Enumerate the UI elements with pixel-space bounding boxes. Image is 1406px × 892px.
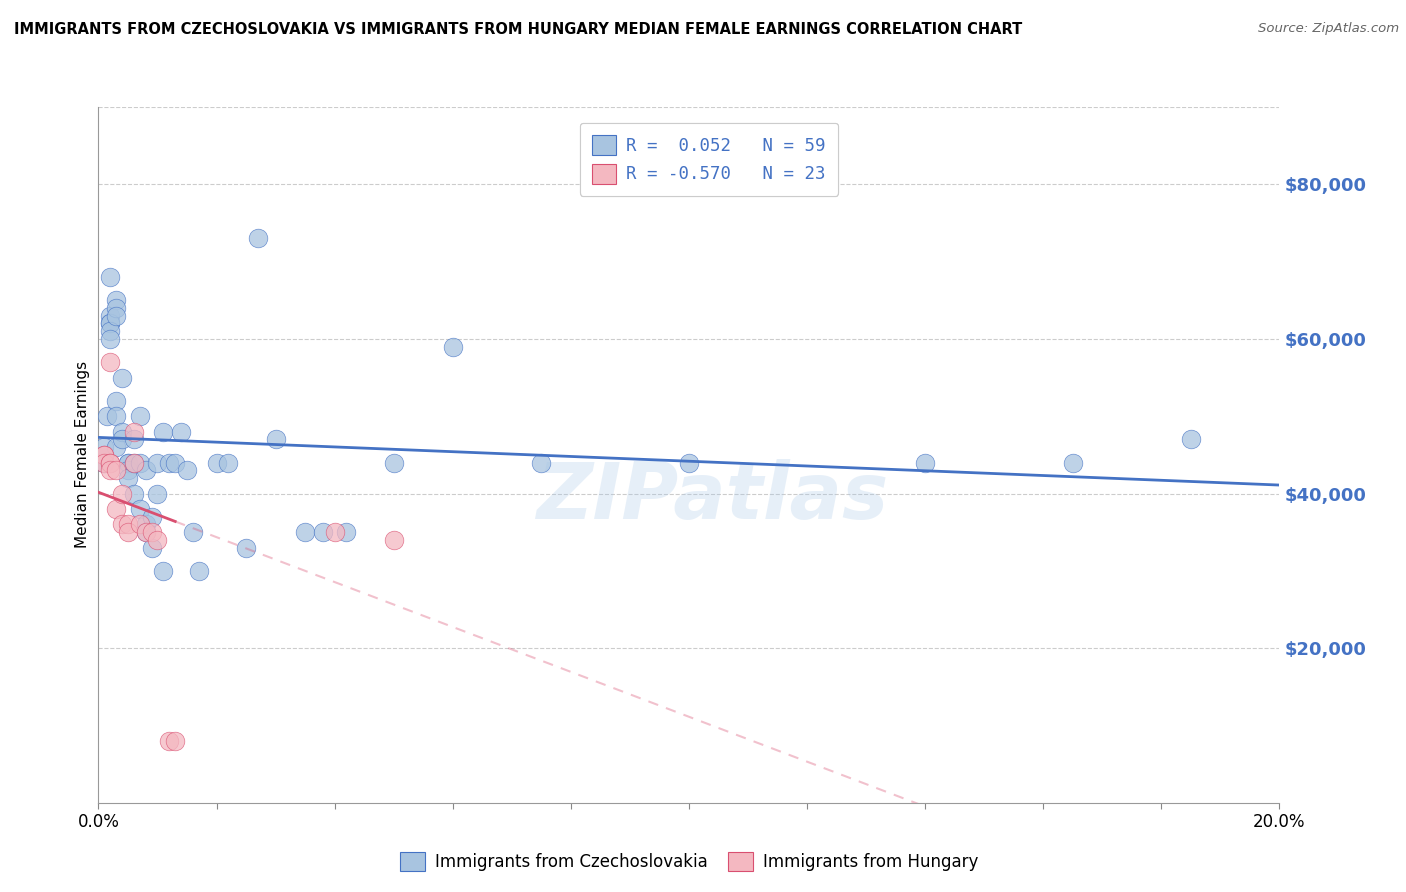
Point [98,317,121,331]
Point [98,317,121,331]
Point [382,456,405,470]
Point [170,425,193,439]
Point [146,533,169,547]
Point [157,734,180,748]
Point [246,231,269,245]
Point [122,456,145,470]
Point [135,525,157,540]
Point [98,324,121,338]
Point [135,517,157,532]
Point [1180,433,1202,447]
Point [128,409,150,424]
Point [98,355,121,369]
Point [93,456,115,470]
Point [264,433,287,447]
Point [105,409,128,424]
Point [323,525,346,540]
Text: ZIPatlas: ZIPatlas [537,458,889,534]
Text: IMMIGRANTS FROM CZECHOSLOVAKIA VS IMMIGRANTS FROM HUNGARY MEDIAN FEMALE EARNINGS: IMMIGRANTS FROM CZECHOSLOVAKIA VS IMMIGR… [14,22,1022,37]
Point [165,456,187,470]
Point [205,456,228,470]
Point [135,463,157,477]
Point [141,509,163,524]
Point [93,448,115,462]
Point [105,463,128,477]
Point [335,525,357,540]
Point [98,456,121,470]
Point [141,525,163,540]
Point [141,541,163,555]
Point [111,517,134,532]
Point [93,440,115,454]
Point [128,517,150,532]
Point [128,456,150,470]
Point [111,370,134,384]
Point [176,463,198,477]
Point [187,564,209,578]
Point [117,463,139,477]
Point [105,293,128,308]
Y-axis label: Median Female Earnings: Median Female Earnings [75,361,90,549]
Point [312,525,335,540]
Point [93,448,115,462]
Point [235,541,257,555]
Point [117,517,139,532]
Point [111,425,134,439]
Point [122,456,145,470]
Point [135,525,157,540]
Point [165,734,187,748]
Text: Source: ZipAtlas.com: Source: ZipAtlas.com [1258,22,1399,36]
Point [105,440,128,454]
Point [294,525,316,540]
Point [117,456,139,470]
Point [98,309,121,323]
Point [152,425,174,439]
Point [98,332,121,346]
Point [105,309,128,323]
Legend: R =  0.052   N = 59, R = -0.570   N = 23: R = 0.052 N = 59, R = -0.570 N = 23 [579,123,838,195]
Point [146,456,169,470]
Point [181,525,204,540]
Point [678,456,700,470]
Point [146,486,169,500]
Point [105,301,128,315]
Point [98,463,121,477]
Point [111,433,134,447]
Point [128,502,150,516]
Point [105,502,128,516]
Point [914,456,936,470]
Point [382,533,405,547]
Point [122,433,145,447]
Point [530,456,553,470]
Point [105,393,128,408]
Point [217,456,239,470]
Point [117,525,139,540]
Point [93,456,115,470]
Point [98,456,121,470]
Point [122,486,145,500]
Point [96,409,118,424]
Point [157,456,180,470]
Point [122,425,145,439]
Point [441,340,464,354]
Point [98,270,121,285]
Point [1062,456,1084,470]
Point [152,564,174,578]
Point [117,456,139,470]
Point [117,471,139,485]
Point [93,448,115,462]
Point [111,486,134,500]
